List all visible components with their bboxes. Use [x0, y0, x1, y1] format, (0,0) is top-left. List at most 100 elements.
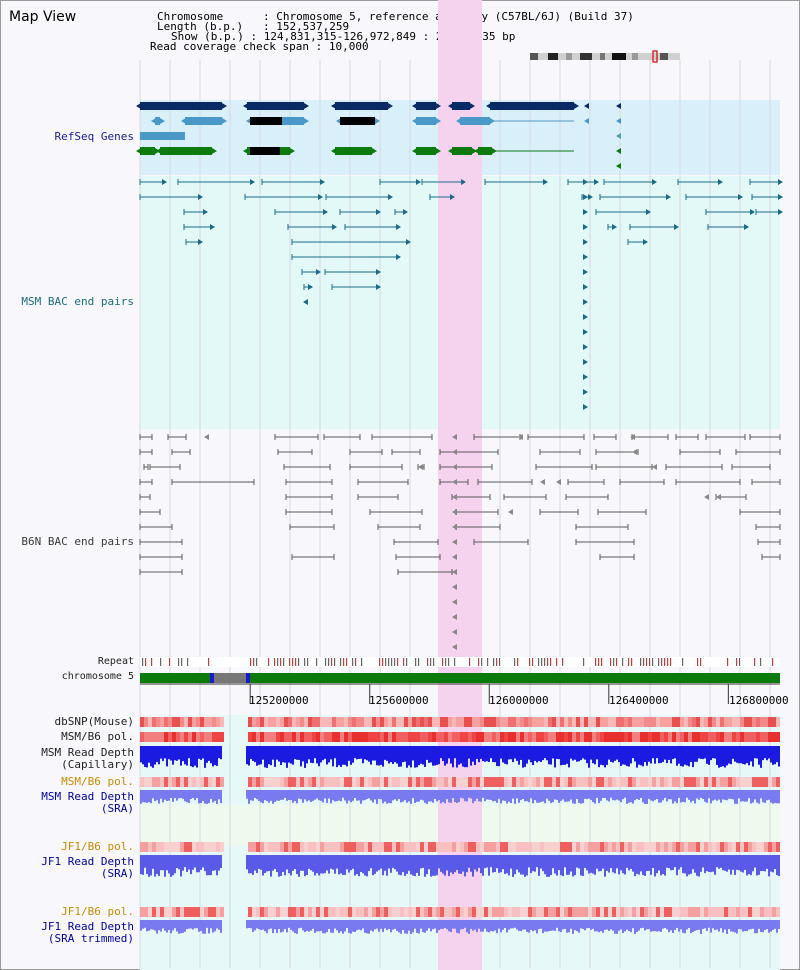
msm-read-depth-sra-bar [676, 790, 678, 804]
msm-read-depth-sra-bar [294, 790, 296, 802]
jf1-read-depth-sra-bar [774, 855, 776, 870]
jf1-b6-pol-2-heat-cell [600, 907, 604, 917]
label-jf1-read-depth-trim[interactable]: JF1 Read Depth [41, 920, 134, 933]
msm-read-depth-cap-bar [532, 746, 534, 766]
msm-read-depth-cap-bar [692, 746, 694, 768]
msm-b6-pol-2-heat-cell [156, 777, 160, 787]
jf1-read-depth-sra-bar [404, 855, 406, 876]
jf1-read-depth-trim-bar [348, 920, 350, 933]
jf1-b6-pol-heat-cell [500, 842, 504, 852]
msm-b6-pol-2-heat-cell [304, 777, 308, 787]
msm-b6-pol-2-heat-cell [312, 777, 316, 787]
msm-read-depth-cap-bar [666, 746, 668, 764]
label-msm-b6-pol-2[interactable]: MSM/B6 pol. [61, 775, 134, 788]
jf1-read-depth-sra-bar [772, 855, 774, 873]
jf1-read-depth-trim-bar [440, 920, 442, 929]
jf1-b6-pol-2-heat-cell [528, 907, 532, 917]
dbsnp-heat-cell [608, 717, 612, 727]
msm-read-depth-cap-bar [280, 746, 282, 765]
refseq-gene-arrow [336, 118, 341, 124]
label-dbsnp[interactable]: dbSNP(Mouse) [54, 715, 134, 728]
label-msm-b6-pol-1[interactable]: MSM/B6 pol. [61, 730, 134, 743]
jf1-read-depth-sra-bar [630, 855, 632, 869]
jf1-read-depth-sra-bar [402, 855, 404, 873]
jf1-b6-pol-2-heat-cell [364, 907, 368, 917]
b6n-bac-end-arrow [452, 554, 457, 560]
msm-read-depth-cap-bar [702, 746, 704, 760]
jf1-b6-pol-heat-cell [392, 842, 396, 852]
jf1-read-depth-trim-bar [386, 920, 388, 931]
msm-read-depth-sra-bar [350, 790, 352, 803]
msm-read-depth-sra-bar [164, 790, 166, 800]
jf1-read-depth-sra-bar [276, 855, 278, 873]
msm-read-depth-cap-bar [686, 746, 688, 766]
label-refseq-genes[interactable]: RefSeq Genes [54, 130, 134, 143]
msm-read-depth-sra-bar [604, 790, 606, 798]
jf1-b6-pol-2-heat-cell [204, 907, 208, 917]
msm-b6-pol-heat-cell [776, 732, 780, 742]
label-jf1-b6-pol-1[interactable]: JF1/B6 pol. [61, 840, 134, 853]
jf1-b6-pol-heat-cell [548, 842, 552, 852]
label-b6n-bac[interactable]: B6N BAC end pairs [21, 535, 134, 548]
msm-b6-pol-heat-cell [172, 732, 176, 742]
msm-read-depth-sra-bar [666, 790, 668, 802]
jf1-read-depth-trim-bar [716, 920, 718, 930]
refseq-gene-arrow [448, 103, 453, 109]
msm-read-depth-sra-bar [426, 790, 428, 804]
jf1-read-depth-sra-bar [436, 855, 438, 876]
msm-read-depth-sra-bar [704, 790, 706, 802]
label-jf1-read-depth-sra[interactable]: JF1 Read Depth [41, 855, 134, 868]
msm-read-depth-sra-bar [694, 790, 696, 804]
label-jf1-b6-pol-2[interactable]: JF1/B6 pol. [61, 905, 134, 918]
jf1-b6-pol-2-heat-cell [656, 907, 660, 917]
msm-read-depth-cap-bar [152, 746, 154, 768]
jf1-b6-pol-2-heat-cell [292, 907, 296, 917]
msm-read-depth-cap-bar [436, 746, 438, 765]
dbsnp-heat-cell [408, 717, 412, 727]
dbsnp-heat-cell [392, 717, 396, 727]
info-chromosome-key: Chromosome [157, 10, 224, 23]
jf1-b6-pol-2-heat-cell [620, 907, 624, 917]
msm-b6-pol-2-heat-cell [288, 777, 292, 787]
refseq-gene-arrow [574, 103, 579, 109]
msm-bac-end-arrow [594, 179, 599, 185]
jf1-b6-pol-2-heat-cell [376, 907, 380, 917]
jf1-b6-pol-2-heat-cell [556, 907, 560, 917]
jf1-read-depth-sra-bar [260, 855, 262, 870]
jf1-read-depth-trim-bar [678, 920, 680, 932]
jf1-b6-pol-heat-cell [348, 842, 352, 852]
jf1-b6-pol-2-heat-cell [772, 907, 776, 917]
label-msm-bac[interactable]: MSM BAC end pairs [21, 295, 134, 308]
msm-read-depth-sra-bar [654, 790, 656, 801]
jf1-b6-pol-2-heat-cell [284, 907, 288, 917]
msm-b6-pol-2-heat-cell [640, 777, 644, 787]
jf1-b6-pol-2-heat-cell [724, 907, 728, 917]
msm-read-depth-sra-bar [392, 790, 394, 801]
jf1-read-depth-sra-bar [750, 855, 752, 876]
jf1-b6-pol-2-heat-cell [356, 907, 360, 917]
msm-b6-pol-heat-cell [160, 732, 164, 742]
label-msm-read-depth-sra[interactable]: MSM Read Depth [41, 790, 134, 803]
jf1-b6-pol-heat-cell [728, 842, 732, 852]
jf1-read-depth-sra-bar [502, 855, 504, 870]
jf1-b6-pol-heat-cell [648, 842, 652, 852]
msm-b6-pol-2-heat-cell [548, 777, 552, 787]
msm-read-depth-sra-bar [564, 790, 566, 802]
msm-read-depth-sra-bar [702, 790, 704, 800]
msm-b6-pol-2-heat-cell [460, 777, 464, 787]
jf1-b6-pol-heat-cell [432, 842, 436, 852]
msm-read-depth-sra-bar [482, 790, 484, 798]
msm-read-depth-cap-bar [506, 746, 508, 765]
jf1-read-depth-trim-bar [540, 920, 542, 929]
jf1-b6-pol-heat-cell [684, 842, 688, 852]
repeat-mark [445, 658, 447, 666]
msm-b6-pol-heat-cell [256, 732, 260, 742]
msm-b6-pol-heat-cell [548, 732, 552, 742]
jf1-b6-pol-heat-cell [768, 842, 772, 852]
dbsnp-heat-cell [672, 717, 676, 727]
label-msm-read-depth-cap[interactable]: MSM Read Depth [41, 746, 134, 759]
jf1-read-depth-trim-bar [366, 920, 368, 934]
jf1-read-depth-sra-bar [584, 855, 586, 868]
jf1-read-depth-sra-bar [468, 855, 470, 868]
msm-read-depth-sra-bar [778, 790, 780, 804]
